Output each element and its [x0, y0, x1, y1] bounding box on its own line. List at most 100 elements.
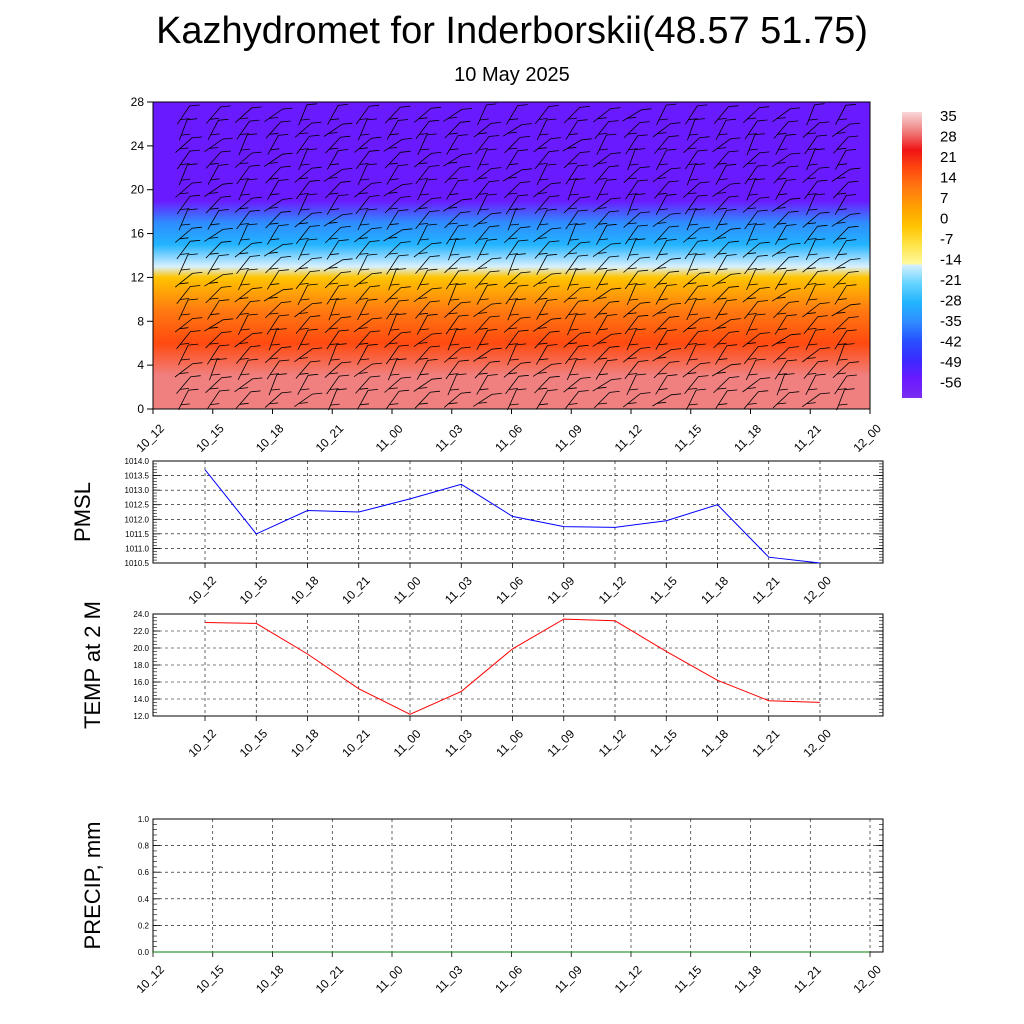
- y-tick-label: 12.0: [133, 712, 149, 721]
- wind-barb: [296, 134, 320, 155]
- wind-barb: [534, 240, 560, 259]
- wind-barb: [384, 241, 411, 259]
- wind-barb: [803, 315, 828, 334]
- wind-barb: [626, 328, 646, 351]
- wind-barb: [446, 179, 469, 200]
- wind-barb: [832, 361, 860, 379]
- wind-barb: [204, 273, 234, 287]
- wind-barb: [715, 209, 737, 230]
- wind-barb: [298, 148, 318, 171]
- wind-barb: [356, 389, 379, 410]
- wind-barb: [834, 239, 857, 260]
- wind-barb: [234, 151, 262, 168]
- wind-barb: [235, 106, 262, 123]
- wind-barb: [505, 374, 529, 395]
- wind-barb: [297, 283, 318, 306]
- wind-barb: [564, 390, 589, 410]
- wind-barb: [473, 212, 502, 228]
- wind-barb: [653, 315, 680, 334]
- wind-barb: [355, 149, 380, 170]
- wind-barb: [627, 148, 646, 171]
- wind-barb: [178, 298, 199, 321]
- wind-barb: [627, 193, 646, 216]
- x-tick-label: 10_12: [185, 726, 219, 760]
- wind-barb: [207, 118, 229, 140]
- wind-barb: [655, 193, 677, 215]
- wind-barb: [385, 344, 409, 365]
- wind-barb: [623, 301, 651, 318]
- wind-barb: [622, 392, 651, 408]
- wind-barb: [205, 376, 232, 394]
- y-axis-label: PMSL: [70, 482, 95, 542]
- wind-barb: [476, 238, 498, 260]
- x-tick-label: 10_12: [133, 962, 167, 996]
- wind-barb: [593, 391, 620, 409]
- wind-barb: [565, 119, 588, 140]
- wind-barb: [234, 196, 262, 213]
- wind-barb: [831, 167, 861, 182]
- wind-barb: [477, 103, 497, 126]
- colorbar-label: 14: [940, 170, 957, 187]
- wind-barb: [533, 182, 562, 198]
- x-tick-label: 10_15: [237, 573, 271, 607]
- wind-barb: [294, 212, 322, 228]
- colorbar: 35 28 21 14 7 0 -7 -14 -21 -28 -35 -42 -49 -56: [902, 108, 962, 398]
- wind-barb: [205, 286, 232, 304]
- wind-barb: [357, 253, 378, 276]
- wind-barb: [235, 345, 261, 364]
- x-tick-label: 11_06: [493, 727, 526, 760]
- y-tick-label: 16.0: [133, 678, 149, 687]
- wind-barb: [653, 270, 680, 289]
- wind-barb: [448, 238, 466, 261]
- wind-barb: [771, 243, 801, 257]
- wind-barb: [806, 193, 826, 216]
- wind-barb: [415, 255, 440, 274]
- wind-barb: [265, 256, 292, 274]
- wind-barb: [771, 333, 801, 347]
- wind-barb: [713, 195, 739, 214]
- wind-barb: [563, 377, 591, 393]
- x-tick-label: 10_15: [237, 726, 271, 760]
- wind-barb: [505, 239, 529, 260]
- wind-barb: [238, 268, 258, 291]
- wind-barb: [536, 344, 558, 365]
- wind-barb: [506, 104, 528, 125]
- wind-barb: [595, 359, 618, 380]
- colorbar-label: -14: [940, 252, 962, 269]
- wind-barb: [265, 120, 291, 139]
- wind-barb: [744, 119, 768, 140]
- wind-barb: [684, 194, 708, 215]
- y-tick-label: 1010.5: [125, 559, 150, 568]
- wind-barb: [447, 328, 467, 351]
- wind-barb: [264, 107, 293, 123]
- wind-barb: [686, 388, 707, 411]
- wind-barb: [744, 254, 768, 275]
- wind-barb: [775, 224, 797, 245]
- wind-barb: [563, 196, 591, 214]
- wind-barb: [504, 181, 531, 199]
- wind-barb: [746, 268, 766, 291]
- wind-barb: [595, 269, 618, 290]
- wind-barb: [236, 300, 261, 319]
- wind-barb: [652, 257, 681, 272]
- x-tick-label: 11_03: [432, 422, 465, 455]
- wind-barb: [592, 197, 621, 213]
- wind-barbs: [174, 103, 861, 411]
- wind-barb: [744, 209, 768, 230]
- wind-barb: [443, 108, 472, 122]
- wind-barb: [682, 362, 711, 378]
- y-tick-label: 1011.0: [125, 544, 149, 553]
- wind-barb: [505, 329, 529, 350]
- wind-barb: [473, 302, 502, 318]
- wind-barb: [383, 183, 413, 197]
- y-axis-label: TEMP at 2 M: [80, 601, 105, 729]
- wind-barb: [713, 376, 740, 394]
- x-tick-label: 11_12: [596, 574, 629, 607]
- wind-barb: [652, 393, 682, 407]
- wind-barb: [204, 318, 234, 332]
- wind-barb: [712, 182, 741, 198]
- wind-barb: [507, 343, 527, 366]
- wind-barb: [532, 317, 562, 332]
- wind-barb: [803, 224, 828, 245]
- wind-barb: [684, 375, 709, 394]
